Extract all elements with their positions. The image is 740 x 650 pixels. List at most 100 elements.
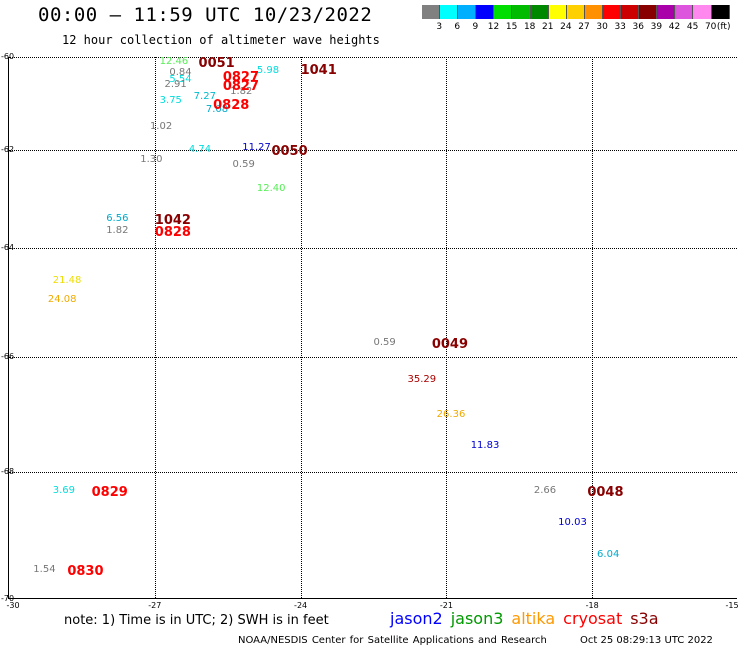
- color-scale-label: 33: [614, 22, 626, 32]
- longitude-gridline: [446, 57, 448, 598]
- latitude-tick-label: -60: [1, 52, 15, 61]
- wave-height-value: 5.98: [256, 64, 280, 76]
- color-scale-label: 42: [668, 22, 681, 32]
- wave-height-value: 1.30: [140, 153, 163, 165]
- wave-height-value: 1.02: [149, 120, 173, 132]
- wave-height-value: 1.82: [106, 224, 129, 236]
- wave-height-value: 0.59: [373, 337, 396, 349]
- wave-height-value: 21.48: [52, 274, 82, 286]
- latitude-gridline: [9, 357, 737, 358]
- longitude-gridline: [592, 57, 594, 598]
- wave-height-value: 11.27: [242, 141, 271, 153]
- pass-time-label: 0828: [213, 97, 250, 113]
- color-scale-swatch: [584, 5, 603, 19]
- pass-time-label: 0827: [222, 78, 260, 94]
- wave-height-value: 10.03: [558, 516, 587, 528]
- wave-height-value: 24.08: [47, 293, 77, 305]
- color-scale-swatch: [422, 5, 441, 19]
- legend-jason3: jason3: [450, 609, 504, 628]
- color-scale-label: 30: [596, 22, 608, 32]
- color-scale-swatch: [440, 5, 459, 19]
- generated-timestamp: Oct 25 08:29:13 UTC 2022: [580, 635, 713, 646]
- pass-time-label: 0830: [67, 564, 104, 580]
- pass-time-label: 0829: [91, 485, 128, 501]
- page-title: 00:00 – 11:59 UTC 10/23/2022: [38, 4, 373, 26]
- color-scale-label: 6: [454, 22, 461, 32]
- color-scale-swatch: [602, 5, 622, 19]
- longitude-gridline: [154, 57, 156, 598]
- credit-line: NOAA/NESDIS Center for Satellite Applica…: [238, 635, 547, 646]
- longitude-tick-label: -18: [585, 601, 599, 610]
- color-scale-label: 3: [436, 22, 443, 32]
- latitude-gridline: [9, 472, 737, 473]
- color-scale-swatch: [639, 5, 658, 19]
- wave-height-value: 6.56: [106, 212, 129, 224]
- wave-height-value: 12.40: [256, 183, 286, 195]
- color-scale-label: 39: [650, 22, 663, 32]
- wave-height-value: 12.46: [159, 55, 189, 67]
- legend-s3a: s3a: [630, 609, 659, 628]
- wave-height-value: 6.04: [597, 548, 620, 560]
- color-scale-swatch: [458, 5, 477, 19]
- wave-height-value: 4.74: [188, 144, 212, 155]
- legend-cryosat: cryosat: [563, 609, 623, 628]
- satellite-legend: jason2 jason3 altika cryosat s3a: [390, 609, 667, 628]
- color-scale-swatch: [476, 5, 495, 19]
- color-scale-swatch: [530, 5, 549, 19]
- color-scale-label: 18: [523, 22, 536, 32]
- page-subtitle: 12 hour collection of altimeter wave hei…: [62, 33, 380, 47]
- map-plot-area: -60 -62 -64 -66 -68 -70 -30 -27 -24 -21 -18 -15 12.4…: [1, 52, 739, 610]
- latitude-gridline: [9, 150, 737, 151]
- pass-time-label: 0050: [271, 144, 308, 159]
- wave-height-value: 11.83: [470, 440, 500, 452]
- color-scale-swatch: [494, 5, 513, 19]
- wave-height-value: 35.29: [407, 374, 437, 385]
- latitude-gridline: [9, 57, 737, 58]
- color-scale-swatch: [621, 5, 640, 19]
- wave-height-value: 0.59: [232, 158, 255, 170]
- color-scale-swatch: [657, 5, 676, 19]
- pass-time-label: 0828: [154, 224, 191, 240]
- latitude-tick-label: -68: [1, 467, 15, 476]
- pass-time-label: 1041: [300, 62, 337, 78]
- wave-height-value: 0.84: [169, 67, 192, 79]
- latitude-gridline: [9, 248, 737, 249]
- longitude-tick-label: -15: [725, 601, 739, 610]
- color-scale-swatch: [566, 5, 585, 19]
- color-scale-label: 9: [472, 22, 479, 32]
- color-scale-swatch: [693, 5, 712, 19]
- longitude-tick-label: -24: [294, 601, 308, 610]
- color-scale-label: 36: [632, 22, 645, 32]
- color-scale-unit: (ft): [716, 22, 731, 32]
- color-scale-label: 15: [505, 22, 518, 32]
- color-scale-swatch: [548, 5, 567, 19]
- wave-height-value: 26.36: [436, 408, 466, 420]
- color-scale-swatch: [512, 5, 531, 19]
- color-scale-label: 12: [487, 22, 500, 32]
- wave-height-value: 5.54: [169, 74, 192, 86]
- pass-time-label: 0049: [431, 337, 468, 353]
- color-scale-label: 24: [560, 22, 572, 32]
- color-scale-swatch: [675, 5, 694, 19]
- wave-height-value: 1.82: [230, 85, 253, 97]
- latitude-tick-label: -66: [1, 352, 15, 361]
- color-scale-labels: 3 6 9 12 15 18 21 24 27 30 33 36 39 42 45 70 (ft): [422, 22, 740, 34]
- color-scale-label: 27: [578, 22, 590, 32]
- longitude-tick-label: -30: [6, 601, 20, 610]
- wave-height-value: 1.54: [33, 564, 56, 576]
- pass-time-label: 0048: [587, 485, 624, 501]
- longitude-tick-label: -27: [148, 601, 162, 610]
- pass-time-label: 0827: [222, 69, 260, 85]
- wave-height-value: 2.66: [533, 485, 557, 497]
- latitude-tick-label: -62: [1, 145, 15, 154]
- pass-time-label: 1042: [154, 212, 191, 228]
- legend-altika: altika: [511, 609, 556, 628]
- wave-height-value: 3.69: [52, 485, 75, 497]
- latitude-tick-label: -64: [1, 243, 15, 252]
- longitude-tick-label: -21: [439, 601, 453, 610]
- wave-height-value: 3.75: [159, 95, 182, 107]
- legend-jason2: jason2: [390, 609, 443, 628]
- color-scale-bar: [422, 5, 730, 19]
- longitude-gridline: [300, 57, 302, 598]
